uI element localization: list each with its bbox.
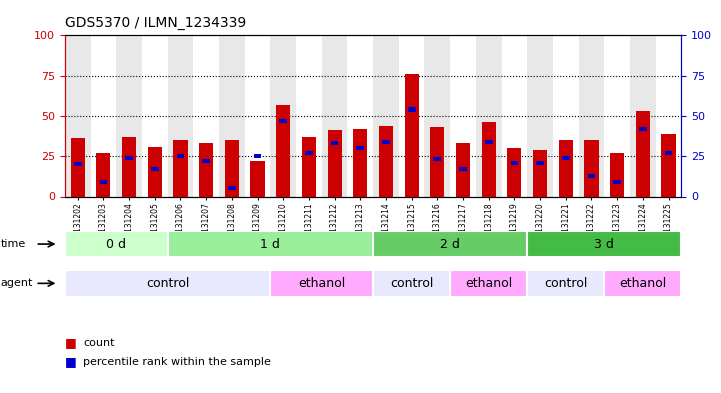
Bar — [527, 35, 553, 197]
Text: control: control — [544, 277, 588, 290]
Text: agent: agent — [1, 278, 33, 288]
Bar — [661, 134, 676, 196]
Bar — [97, 153, 110, 196]
Bar — [527, 270, 604, 297]
Bar — [219, 35, 244, 197]
Bar — [65, 35, 91, 197]
Text: ethanol: ethanol — [465, 277, 513, 290]
Bar — [510, 161, 518, 165]
Bar — [322, 35, 348, 197]
Bar — [177, 154, 185, 158]
Text: GDS5370 / ILMN_1234339: GDS5370 / ILMN_1234339 — [65, 16, 246, 30]
Bar — [203, 159, 210, 163]
Bar — [199, 143, 213, 196]
Bar — [142, 35, 167, 197]
Bar — [270, 270, 373, 297]
Bar — [527, 231, 681, 257]
Bar — [585, 140, 598, 196]
Text: 3 d: 3 d — [594, 237, 614, 251]
Bar — [151, 167, 159, 171]
Bar — [65, 270, 270, 297]
Bar — [456, 143, 470, 196]
Bar — [356, 146, 364, 150]
Bar — [270, 35, 296, 197]
Text: control: control — [146, 277, 190, 290]
Bar — [331, 141, 338, 145]
Bar — [508, 148, 521, 196]
Bar — [74, 162, 81, 166]
Bar — [604, 270, 681, 297]
Bar — [459, 167, 467, 171]
Text: ethanol: ethanol — [298, 277, 345, 290]
Bar — [228, 186, 236, 191]
Bar — [433, 158, 441, 162]
Bar — [305, 151, 313, 155]
Bar — [379, 126, 393, 196]
Bar — [167, 35, 193, 197]
Bar — [353, 129, 367, 196]
Text: 2 d: 2 d — [441, 237, 460, 251]
Bar — [404, 74, 419, 196]
Bar — [476, 35, 502, 197]
Bar — [559, 140, 572, 196]
Bar — [373, 231, 527, 257]
Bar — [91, 35, 116, 197]
Bar — [610, 153, 624, 196]
Bar — [327, 130, 342, 196]
Bar — [578, 35, 604, 197]
Bar — [450, 35, 476, 197]
Bar — [373, 35, 399, 197]
Bar — [71, 138, 85, 196]
Bar — [408, 107, 415, 112]
Bar — [399, 35, 425, 197]
Bar — [279, 119, 287, 123]
Bar — [65, 231, 167, 257]
Bar — [553, 35, 578, 197]
Text: ethanol: ethanol — [619, 277, 666, 290]
Bar — [482, 122, 496, 196]
Bar — [562, 156, 570, 160]
Bar — [296, 35, 322, 197]
Text: 1 d: 1 d — [260, 237, 280, 251]
Bar — [348, 35, 373, 197]
Bar — [425, 35, 450, 197]
Bar — [122, 137, 136, 196]
Bar — [665, 151, 673, 155]
Bar — [174, 140, 187, 196]
Text: count: count — [83, 338, 115, 348]
Text: 0 d: 0 d — [106, 237, 126, 251]
Bar — [630, 35, 655, 197]
Bar — [99, 180, 107, 184]
Bar — [533, 150, 547, 196]
Text: percentile rank within the sample: percentile rank within the sample — [83, 356, 271, 367]
Bar — [430, 127, 444, 196]
Text: ■: ■ — [65, 336, 76, 349]
Bar — [636, 111, 650, 196]
Text: ■: ■ — [65, 355, 76, 368]
Bar — [588, 174, 596, 178]
Bar — [125, 156, 133, 160]
Bar — [655, 35, 681, 197]
Text: control: control — [390, 277, 433, 290]
Bar — [254, 154, 262, 158]
Text: time: time — [1, 239, 26, 249]
Bar — [167, 231, 373, 257]
Bar — [450, 270, 527, 297]
Bar — [225, 140, 239, 196]
Bar — [373, 270, 450, 297]
Bar — [302, 137, 316, 196]
Bar — [193, 35, 219, 197]
Bar — [639, 127, 647, 131]
Bar — [485, 140, 492, 144]
Bar — [536, 161, 544, 165]
Bar — [604, 35, 630, 197]
Bar — [614, 180, 621, 184]
Bar — [502, 35, 527, 197]
Bar — [148, 147, 162, 196]
Bar — [116, 35, 142, 197]
Bar — [382, 140, 390, 144]
Bar — [250, 161, 265, 196]
Bar — [276, 105, 291, 196]
Bar — [244, 35, 270, 197]
